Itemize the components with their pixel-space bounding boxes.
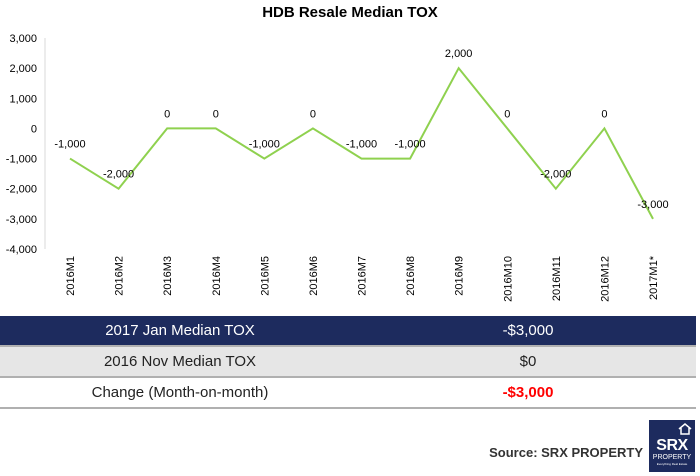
data-label: -1,000	[249, 139, 280, 151]
data-label: -3,000	[637, 199, 668, 211]
x-tick-label: 2016M5	[259, 256, 271, 296]
data-label: 0	[213, 108, 219, 120]
row-value: -$3,000	[360, 316, 696, 347]
x-tick-label: 2016M6	[308, 256, 320, 296]
data-label: 0	[164, 108, 170, 120]
data-label: -1,000	[394, 139, 425, 151]
data-label: -1,000	[346, 139, 377, 151]
data-label: -2,000	[540, 169, 571, 181]
row-label: 2016 Nov Median TOX	[0, 346, 360, 378]
x-tick-label: 2016M4	[211, 256, 223, 296]
row-label: Change (Month-on-month)	[0, 377, 360, 409]
y-tick-label: -1,000	[6, 154, 37, 166]
series-line	[69, 66, 654, 220]
summary-table: 2017 Jan Median TOX -$3,000 2016 Nov Med…	[0, 316, 696, 409]
logo-tag: Everything Real Estate	[656, 462, 688, 466]
y-tick-label: -4,000	[6, 244, 37, 256]
x-tick-label: 2017M1*	[648, 255, 660, 300]
x-tick-label: 2016M7	[357, 256, 369, 296]
y-tick-label: -2,000	[6, 184, 37, 196]
srx-logo: SRX PROPERTY Everything Real Estate	[649, 420, 695, 472]
row-value: $0	[360, 346, 696, 378]
y-tick-label: -3,000	[6, 214, 37, 226]
y-tick-label: 3,000	[9, 33, 37, 45]
data-label: 0	[504, 108, 510, 120]
table-row: 2017 Jan Median TOX -$3,000	[0, 316, 696, 347]
data-label: 0	[310, 108, 316, 120]
source-text: Source: SRX PROPERTY	[489, 445, 643, 460]
data-label: -1,000	[54, 139, 85, 151]
x-tick-label: 2016M1	[65, 256, 77, 296]
x-tick-label: 2016M11	[551, 256, 563, 301]
x-tick-label: 2016M9	[454, 256, 466, 296]
x-tick-label: 2016M12	[599, 256, 611, 302]
data-label: -2,000	[103, 169, 134, 181]
logo-main: SRX	[656, 437, 688, 454]
house-icon	[678, 423, 692, 435]
x-tick-label: 2016M2	[114, 256, 126, 296]
y-tick-label: 0	[31, 123, 37, 135]
row-label: 2017 Jan Median TOX	[0, 316, 360, 347]
x-tick-label: 2016M10	[502, 256, 514, 302]
table-row: Change (Month-on-month) -$3,000	[0, 377, 696, 409]
chart-title: HDB Resale Median TOX	[262, 4, 438, 21]
line-chart: HDB Resale Median TOX 3,000 2,000 1,000 0 -1…	[6, 4, 669, 302]
row-value: -$3,000	[360, 377, 696, 409]
data-label: 0	[601, 108, 607, 120]
x-tick-label: 2016M3	[162, 256, 174, 296]
y-tick-label: 2,000	[9, 63, 37, 75]
x-tick-label: 2016M8	[405, 256, 417, 296]
table-row: 2016 Nov Median TOX $0	[0, 346, 696, 378]
y-tick-label: 1,000	[9, 93, 37, 105]
data-label: 2,000	[445, 48, 473, 60]
change-value: -$3,000	[502, 384, 554, 401]
logo-sub: PROPERTY	[652, 454, 692, 461]
